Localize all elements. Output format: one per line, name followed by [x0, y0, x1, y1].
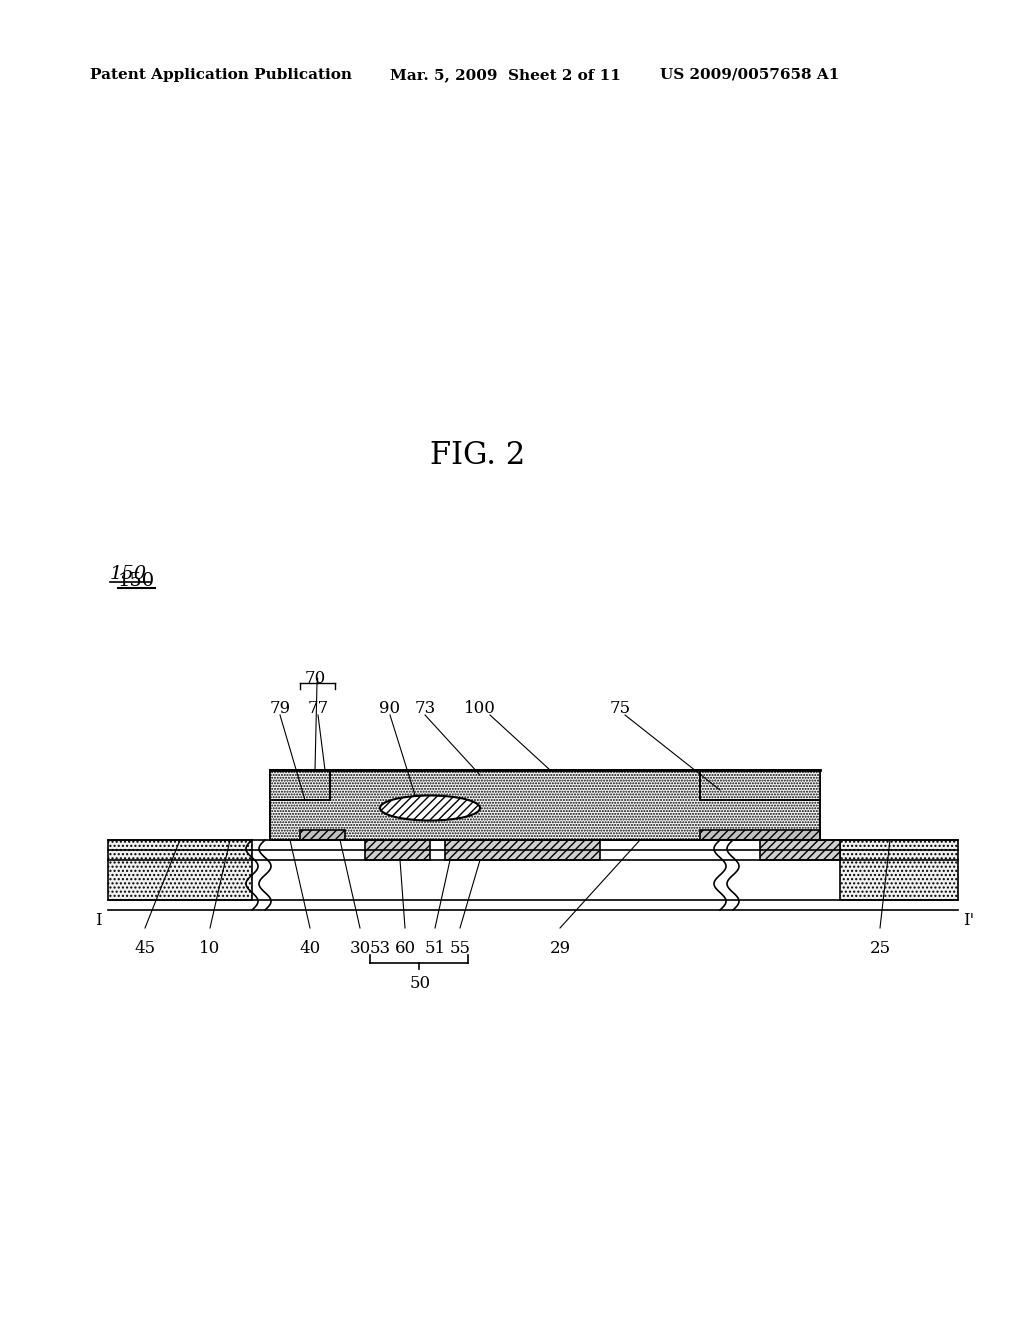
Text: 45: 45: [134, 940, 156, 957]
Text: 90: 90: [380, 700, 400, 717]
Bar: [840, 840, 958, 900]
Bar: [760, 840, 840, 861]
Text: 51: 51: [424, 940, 445, 957]
Text: 79: 79: [269, 700, 291, 717]
Bar: [700, 830, 820, 840]
Text: 29: 29: [550, 940, 570, 957]
Text: 77: 77: [307, 700, 329, 717]
Text: I: I: [95, 912, 101, 929]
Text: 100: 100: [464, 700, 496, 717]
Text: 150: 150: [110, 565, 147, 583]
Text: 75: 75: [609, 700, 631, 717]
Bar: [270, 770, 820, 840]
Text: 30: 30: [349, 940, 371, 957]
Text: US 2009/0057658 A1: US 2009/0057658 A1: [660, 69, 840, 82]
Bar: [108, 840, 252, 900]
Text: I': I': [963, 912, 974, 929]
Ellipse shape: [380, 796, 480, 821]
Text: 40: 40: [299, 940, 321, 957]
Bar: [445, 840, 600, 861]
Text: 10: 10: [200, 940, 220, 957]
Bar: [270, 770, 330, 800]
Text: 150: 150: [118, 572, 155, 590]
Bar: [700, 770, 820, 800]
Text: 50: 50: [410, 975, 430, 993]
Bar: [365, 840, 430, 861]
Text: 60: 60: [394, 940, 416, 957]
Text: Mar. 5, 2009  Sheet 2 of 11: Mar. 5, 2009 Sheet 2 of 11: [390, 69, 621, 82]
Text: 53: 53: [370, 940, 390, 957]
Text: FIG. 2: FIG. 2: [430, 440, 525, 471]
Text: 25: 25: [869, 940, 891, 957]
Text: 70: 70: [304, 671, 326, 686]
Bar: [300, 830, 345, 840]
Text: 73: 73: [415, 700, 435, 717]
Text: Patent Application Publication: Patent Application Publication: [90, 69, 352, 82]
Text: 55: 55: [450, 940, 470, 957]
